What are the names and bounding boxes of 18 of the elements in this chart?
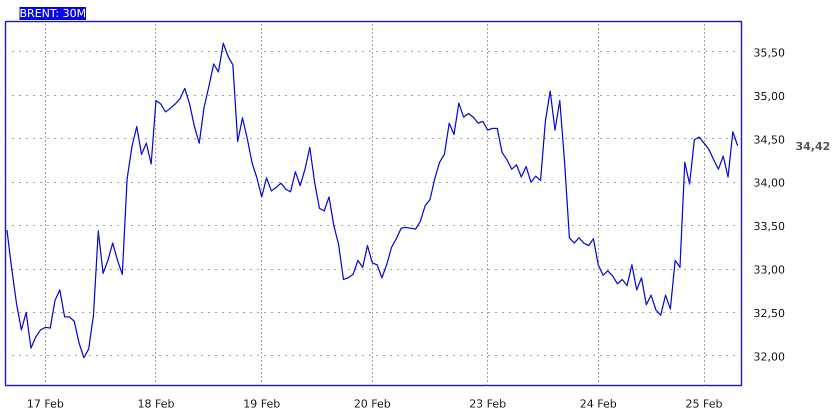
x-tick-label: 20 Feb [354,398,391,410]
y-tick-label: 35,00 [754,90,785,103]
x-tick-label: 19 Feb [243,398,280,410]
text: 34,42 [796,140,830,154]
x-tick-label: 17 Feb [26,398,64,410]
y-tick-label: 34,00 [754,176,785,190]
x-tick-label: 18 Feb [137,398,174,410]
y-tick-label: 32,00 [754,350,785,364]
x-tick-label: 25 Feb [686,398,723,410]
y-tick-label: 35,50 [754,46,785,60]
y-tick-label: 33,50 [754,220,785,234]
x-tick-label: 23 Feb [469,398,506,410]
y-tick-label: 32,50 [754,307,785,320]
y-tick-label: 34,50 [754,133,785,146]
line-series [6,42,738,358]
x-tick-label: 24 Feb [580,398,617,410]
chart-title: BRENT: 30M [20,7,86,20]
y-tick-label: 33,00 [754,264,785,277]
